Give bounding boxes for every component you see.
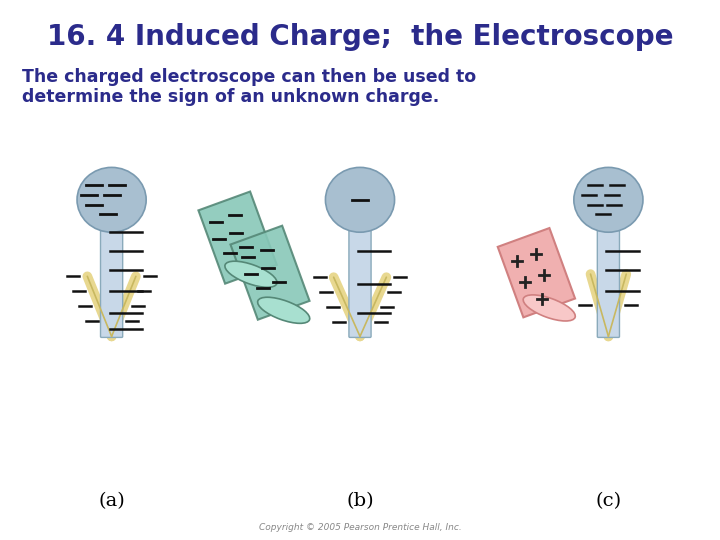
Ellipse shape (523, 295, 575, 321)
Ellipse shape (225, 261, 277, 287)
Text: 16. 4 Induced Charge;  the Electroscope: 16. 4 Induced Charge; the Electroscope (47, 23, 673, 51)
FancyBboxPatch shape (349, 217, 371, 338)
Text: (b): (b) (346, 492, 374, 510)
Ellipse shape (325, 167, 395, 232)
Polygon shape (498, 228, 575, 318)
Polygon shape (199, 192, 276, 284)
Ellipse shape (77, 167, 146, 232)
Text: The charged electroscope can then be used to
determine the sign of an unknown ch: The charged electroscope can then be use… (22, 68, 476, 106)
FancyBboxPatch shape (101, 217, 122, 338)
Text: (a): (a) (98, 492, 125, 510)
FancyBboxPatch shape (598, 217, 619, 338)
Ellipse shape (574, 167, 643, 232)
Ellipse shape (258, 297, 310, 323)
Text: Copyright © 2005 Pearson Prentice Hall, Inc.: Copyright © 2005 Pearson Prentice Hall, … (258, 523, 462, 532)
Text: (c): (c) (595, 492, 621, 510)
Polygon shape (230, 226, 310, 320)
